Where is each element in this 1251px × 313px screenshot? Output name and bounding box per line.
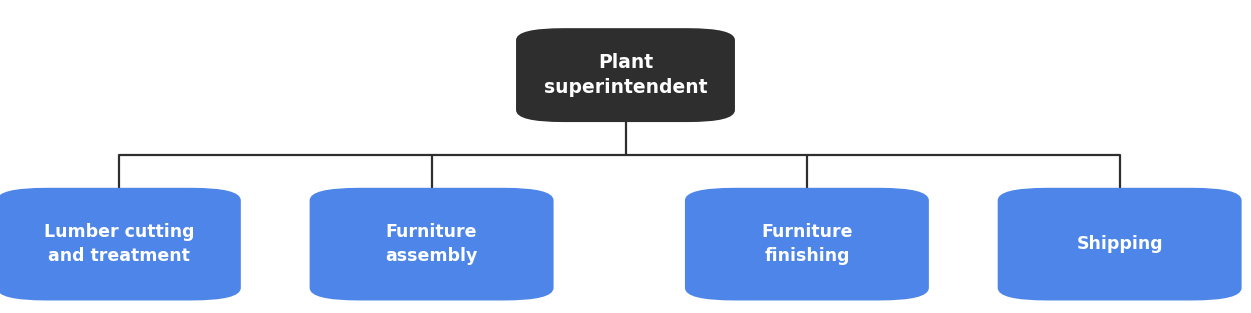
Text: Plant
superintendent: Plant superintendent: [544, 53, 707, 97]
FancyBboxPatch shape: [686, 188, 928, 300]
FancyBboxPatch shape: [0, 188, 240, 300]
FancyBboxPatch shape: [517, 28, 734, 122]
FancyBboxPatch shape: [309, 188, 553, 300]
FancyBboxPatch shape: [998, 188, 1241, 300]
Text: Furniture
assembly: Furniture assembly: [385, 223, 478, 265]
Text: Shipping: Shipping: [1076, 235, 1163, 253]
Text: Furniture
finishing: Furniture finishing: [761, 223, 853, 265]
Text: Lumber cutting
and treatment: Lumber cutting and treatment: [44, 223, 194, 265]
